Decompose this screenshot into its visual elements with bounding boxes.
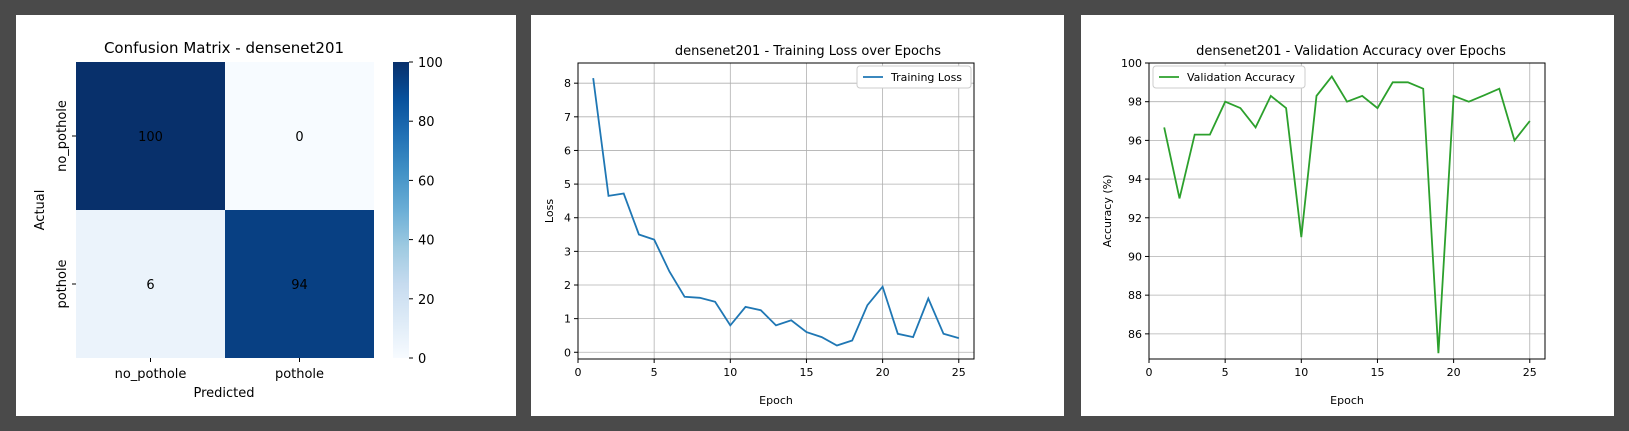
x-tick-label: 0 bbox=[1146, 366, 1153, 379]
x-tick-label: 5 bbox=[651, 366, 658, 379]
y-tick-label: 92 bbox=[1128, 212, 1142, 225]
cell-value-label: 0 bbox=[295, 130, 303, 145]
training-loss-panel: densenet201 - Training Loss over Epochs … bbox=[531, 15, 1064, 416]
series-line-validation-accuracy bbox=[1163, 74, 1531, 354]
y-tick-label: 94 bbox=[1128, 173, 1142, 186]
x-tick-label: 15 bbox=[799, 366, 813, 379]
training-loss-chart: densenet201 - Training Loss over Epochs … bbox=[543, 44, 975, 407]
chart-title: densenet201 - Training Loss over Epochs bbox=[675, 44, 941, 59]
confusion-matrix-panel: Confusion Matrix - densenet201 100 0 6 94 n… bbox=[16, 15, 516, 416]
y-tick-label: 7 bbox=[564, 111, 571, 124]
y-tick-label: 3 bbox=[564, 245, 571, 258]
x-tick-label: 5 bbox=[1222, 366, 1229, 379]
x-tick-label: 10 bbox=[1294, 366, 1308, 379]
colorbar-tick-label: 80 bbox=[418, 115, 435, 130]
legend: Validation Accuracy bbox=[1152, 65, 1306, 89]
legend-label: Training Loss bbox=[890, 71, 962, 84]
cell-value-label: 6 bbox=[146, 278, 154, 293]
y-tick-label: 88 bbox=[1128, 289, 1142, 302]
y-axis-label: Accuracy (%) bbox=[1101, 175, 1114, 248]
colorbar-tick-label: 40 bbox=[418, 234, 435, 249]
legend-label: Validation Accuracy bbox=[1187, 71, 1296, 84]
y-tick-label: 0 bbox=[564, 346, 571, 359]
colorbar bbox=[393, 62, 409, 358]
x-tick-label: no_pothole bbox=[115, 367, 187, 382]
chart-title: densenet201 - Validation Accuracy over E… bbox=[1196, 44, 1506, 59]
x-tick-label: 0 bbox=[575, 366, 582, 379]
y-tick-label: 96 bbox=[1128, 134, 1142, 147]
y-tick-label: 4 bbox=[564, 212, 571, 225]
plot-frame bbox=[577, 62, 975, 360]
x-tick-label: 25 bbox=[1523, 366, 1537, 379]
validation-accuracy-panel: densenet201 - Validation Accuracy over E… bbox=[1081, 15, 1614, 416]
legend: Training Loss bbox=[856, 65, 972, 89]
heatmap-cell bbox=[76, 62, 225, 210]
y-tick-label: no_pothole bbox=[55, 100, 70, 172]
x-tick-label: 10 bbox=[723, 366, 737, 379]
colorbar-tick-label: 100 bbox=[418, 56, 443, 71]
y-tick-label: 5 bbox=[564, 178, 571, 191]
cell-value-label: 100 bbox=[138, 130, 163, 145]
colorbar-tick-label: 0 bbox=[418, 352, 426, 367]
x-tick-label: pothole bbox=[275, 367, 324, 382]
y-axis-label: Actual bbox=[33, 190, 48, 231]
series-line-training-loss bbox=[592, 77, 960, 347]
y-tick-label: 6 bbox=[564, 144, 571, 157]
heatmap-cell bbox=[225, 62, 374, 210]
colorbar-tick-label: 20 bbox=[418, 293, 435, 308]
y-tick-label: 100 bbox=[1121, 57, 1142, 70]
confusion-matrix-chart: Confusion Matrix - densenet201 100 0 6 94 n… bbox=[33, 39, 443, 401]
chart-title: Confusion Matrix - densenet201 bbox=[104, 39, 344, 57]
y-tick-label: 8 bbox=[564, 77, 571, 90]
y-tick-label: 1 bbox=[564, 313, 571, 326]
y-tick-label: pothole bbox=[55, 259, 70, 308]
y-tick-label: 86 bbox=[1128, 328, 1142, 341]
validation-accuracy-chart: densenet201 - Validation Accuracy over E… bbox=[1101, 44, 1546, 407]
cell-value-label: 94 bbox=[291, 278, 308, 293]
y-axis-label: Loss bbox=[543, 199, 556, 223]
x-axis-label: Epoch bbox=[759, 394, 793, 407]
heatmap-cell bbox=[225, 210, 374, 358]
y-tick-label: 98 bbox=[1128, 96, 1142, 109]
x-axis-label: Predicted bbox=[193, 386, 254, 401]
x-tick-label: 20 bbox=[876, 366, 890, 379]
y-tick-label: 2 bbox=[564, 279, 571, 292]
y-tick-label: 90 bbox=[1128, 250, 1142, 263]
x-tick-label: 15 bbox=[1370, 366, 1384, 379]
heatmap-cell bbox=[76, 210, 225, 358]
x-tick-label: 25 bbox=[952, 366, 966, 379]
x-axis-label: Epoch bbox=[1330, 394, 1364, 407]
colorbar-tick-label: 60 bbox=[418, 174, 435, 189]
x-tick-label: 20 bbox=[1447, 366, 1461, 379]
plot-frame bbox=[1148, 62, 1546, 360]
